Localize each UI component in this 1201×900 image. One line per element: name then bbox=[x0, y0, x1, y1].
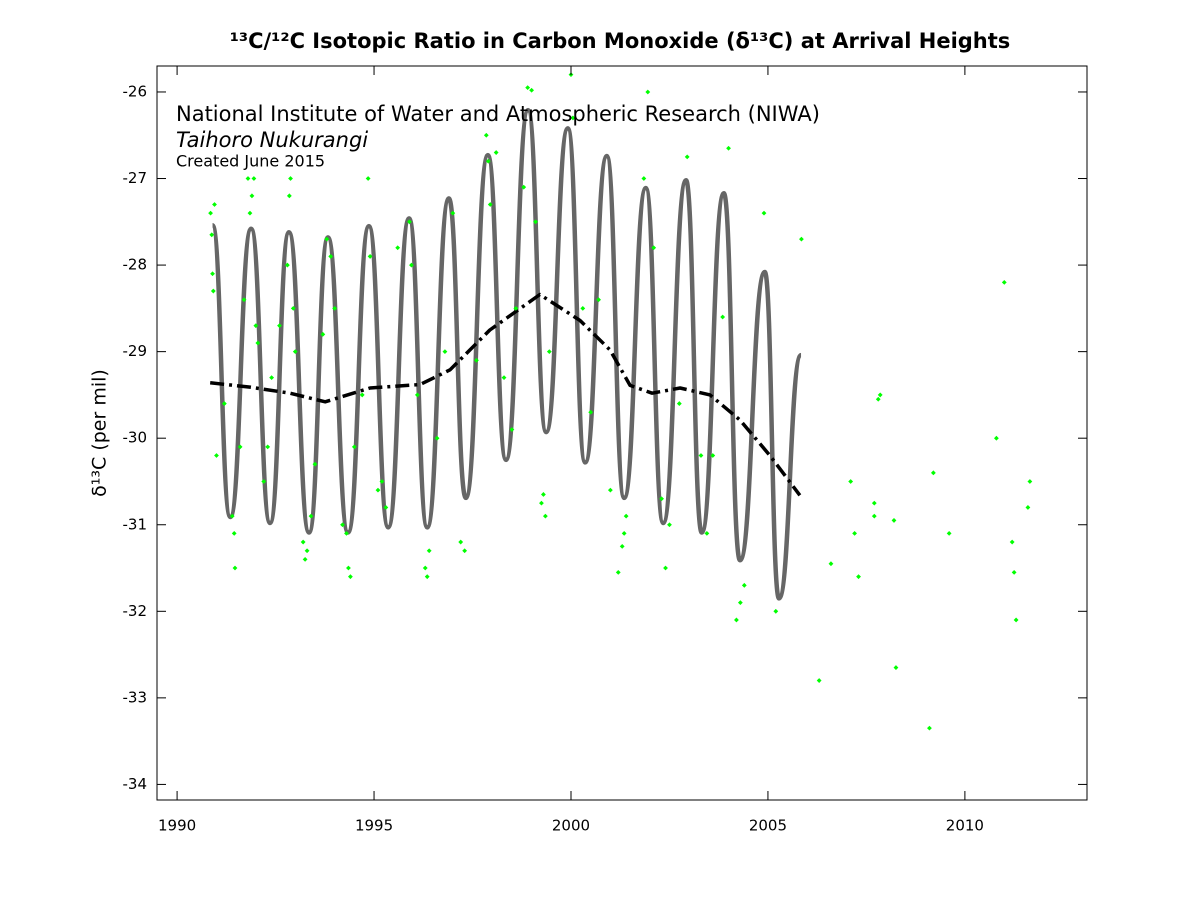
data-point bbox=[828, 561, 834, 567]
data-point bbox=[210, 271, 215, 277]
data-point bbox=[893, 665, 899, 670]
data-point bbox=[1009, 539, 1015, 545]
annotation: Taihoro Nukurangi bbox=[176, 128, 368, 152]
y-tick-label: -34 bbox=[123, 775, 148, 793]
data-point bbox=[659, 496, 664, 502]
x-tick-label: 2005 bbox=[749, 817, 787, 835]
chart-title: ¹³C/¹²C Isotopic Ratio in Carbon Monoxid… bbox=[230, 29, 1011, 53]
data-point bbox=[737, 600, 743, 606]
line-series bbox=[210, 107, 804, 601]
data-point bbox=[253, 323, 259, 329]
data-point bbox=[726, 145, 731, 151]
data-point bbox=[856, 574, 861, 580]
data-point bbox=[221, 401, 227, 406]
data-point bbox=[651, 245, 657, 251]
data-point bbox=[1011, 569, 1017, 575]
data-point bbox=[871, 513, 877, 519]
data-point bbox=[379, 479, 385, 484]
y-tick-label: -27 bbox=[123, 169, 148, 187]
data-point bbox=[324, 236, 330, 242]
y-tick-label: -32 bbox=[123, 602, 148, 620]
y-tick-label: -28 bbox=[123, 256, 148, 274]
data-point bbox=[816, 678, 822, 683]
data-point bbox=[667, 522, 672, 528]
data-point bbox=[208, 210, 213, 216]
data-point bbox=[450, 210, 456, 216]
line-series bbox=[209, 292, 802, 497]
data-point bbox=[286, 193, 292, 199]
data-point bbox=[621, 531, 627, 536]
data-point bbox=[720, 314, 726, 320]
y-tick-label: -31 bbox=[123, 515, 148, 533]
data-point bbox=[485, 158, 491, 164]
x-tick-label: 1990 bbox=[158, 817, 196, 835]
y-tick-label: -26 bbox=[123, 82, 148, 100]
data-point bbox=[734, 617, 739, 623]
data-point bbox=[946, 531, 952, 536]
data-point bbox=[615, 569, 621, 575]
data-point bbox=[773, 608, 779, 614]
data-point bbox=[483, 132, 489, 138]
data-point bbox=[704, 531, 710, 536]
data-point bbox=[930, 470, 936, 476]
data-point bbox=[328, 254, 334, 259]
data-point bbox=[367, 254, 373, 259]
data-point bbox=[927, 725, 932, 731]
data-point bbox=[351, 444, 357, 450]
data-point bbox=[623, 513, 629, 519]
data-point bbox=[344, 531, 349, 536]
data-point bbox=[741, 582, 747, 588]
data-point bbox=[877, 392, 883, 398]
data-point bbox=[663, 565, 668, 571]
y-axis-label: δ¹³C (per mil) bbox=[89, 369, 111, 497]
data-point bbox=[251, 176, 257, 181]
plot-frame bbox=[156, 65, 1088, 801]
data-point bbox=[407, 219, 412, 225]
data-point bbox=[247, 210, 253, 216]
data-point bbox=[245, 176, 251, 181]
data-point bbox=[365, 176, 371, 181]
data-point bbox=[619, 543, 625, 549]
data-point bbox=[414, 392, 420, 398]
data-point bbox=[698, 453, 704, 458]
data-point bbox=[891, 518, 897, 523]
x-tick-label: 2010 bbox=[946, 817, 984, 835]
data-point bbox=[284, 262, 290, 268]
y-tick-label: -30 bbox=[123, 429, 148, 447]
annotation: National Institute of Water and Atmosphe… bbox=[176, 102, 820, 126]
data-point bbox=[542, 513, 548, 519]
annotation: Created June 2015 bbox=[176, 152, 325, 171]
data-point bbox=[320, 331, 326, 337]
data-point bbox=[1001, 279, 1007, 285]
data-point bbox=[641, 176, 647, 181]
data-point bbox=[265, 444, 271, 450]
data-point bbox=[241, 297, 247, 303]
data-point bbox=[1013, 617, 1019, 623]
data-point bbox=[288, 176, 293, 181]
x-tick-label: 1995 bbox=[355, 817, 393, 835]
y-tick-label: -29 bbox=[123, 342, 148, 360]
data-point bbox=[383, 505, 389, 510]
data-point bbox=[848, 479, 854, 484]
data-point bbox=[212, 202, 217, 207]
data-point bbox=[852, 531, 858, 536]
y-tick-label: -33 bbox=[123, 688, 148, 706]
x-tick-label: 2000 bbox=[552, 817, 590, 835]
data-point bbox=[487, 202, 493, 207]
data-point bbox=[580, 305, 586, 311]
